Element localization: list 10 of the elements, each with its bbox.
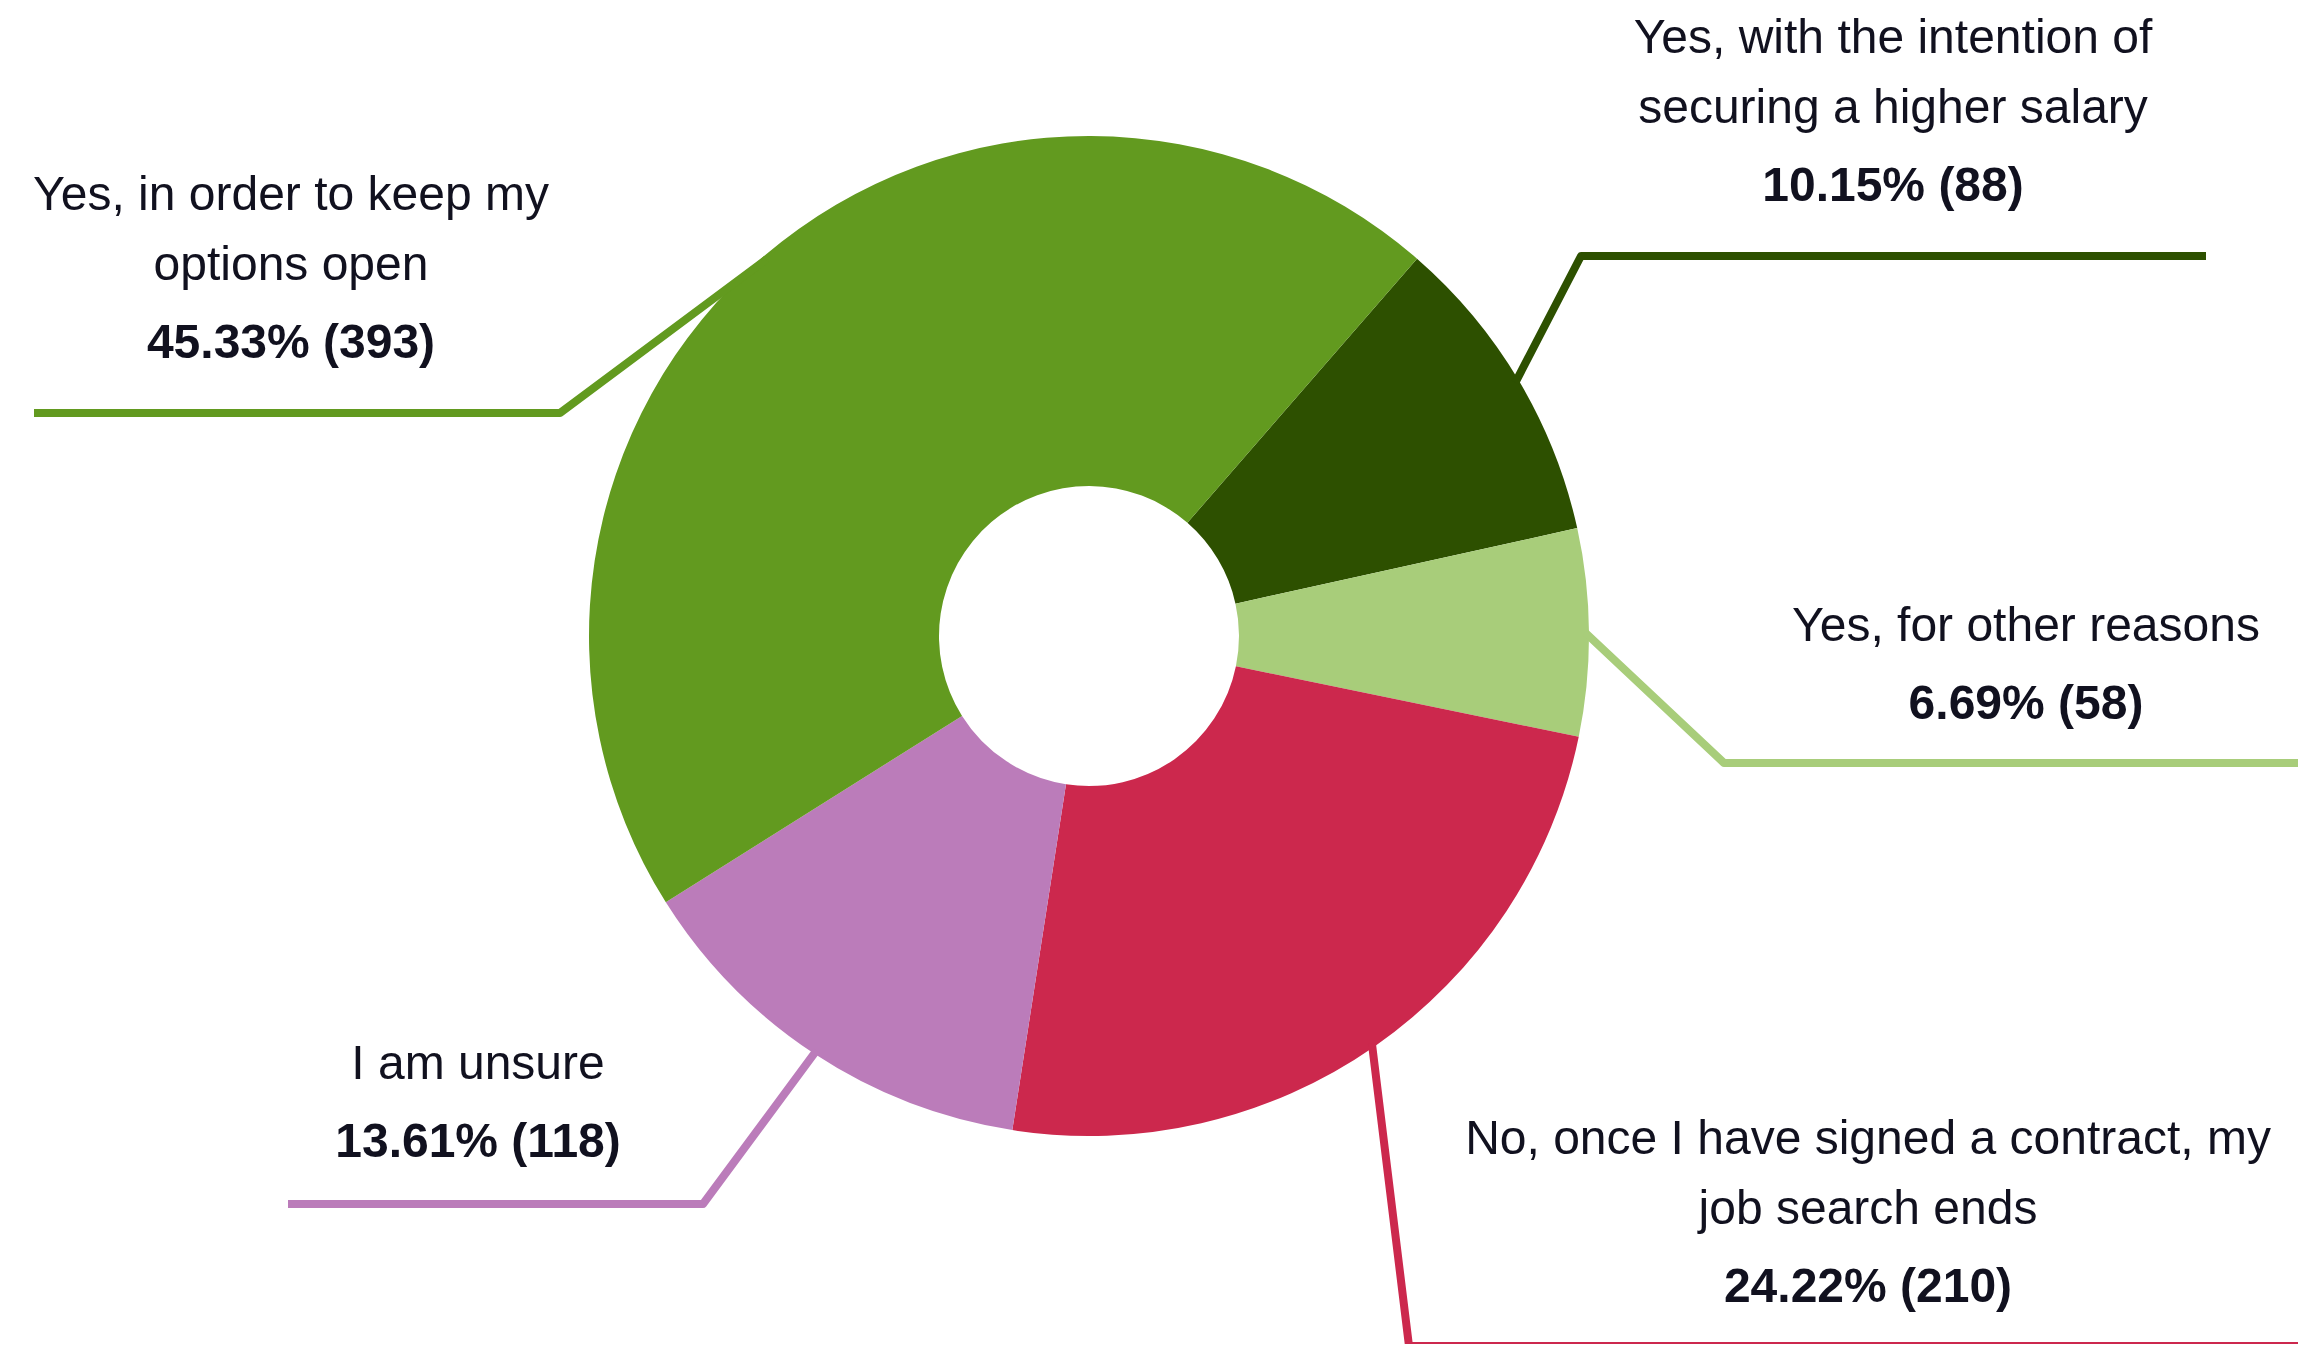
data-label: 45.33% (393) bbox=[146, 315, 436, 369]
slice-label: I am unsure bbox=[351, 1036, 605, 1090]
slice-label: No, once I have signed a contract, my job search ends bbox=[1465, 1111, 2271, 1235]
data-label: 13.61% (118) bbox=[335, 1114, 621, 1168]
data-label: 10.15% (88) bbox=[1762, 158, 2024, 212]
slice-label: Yes, with the intention of securing a higher salary bbox=[1633, 10, 2153, 134]
slice-label: Yes, in order to keep my options open bbox=[33, 167, 549, 291]
data-label: 24.22% (210) bbox=[1723, 1259, 2013, 1313]
slice-label: Yes, for other reasons bbox=[1792, 598, 2260, 652]
data-label: 6.69% (58) bbox=[1908, 676, 2144, 730]
